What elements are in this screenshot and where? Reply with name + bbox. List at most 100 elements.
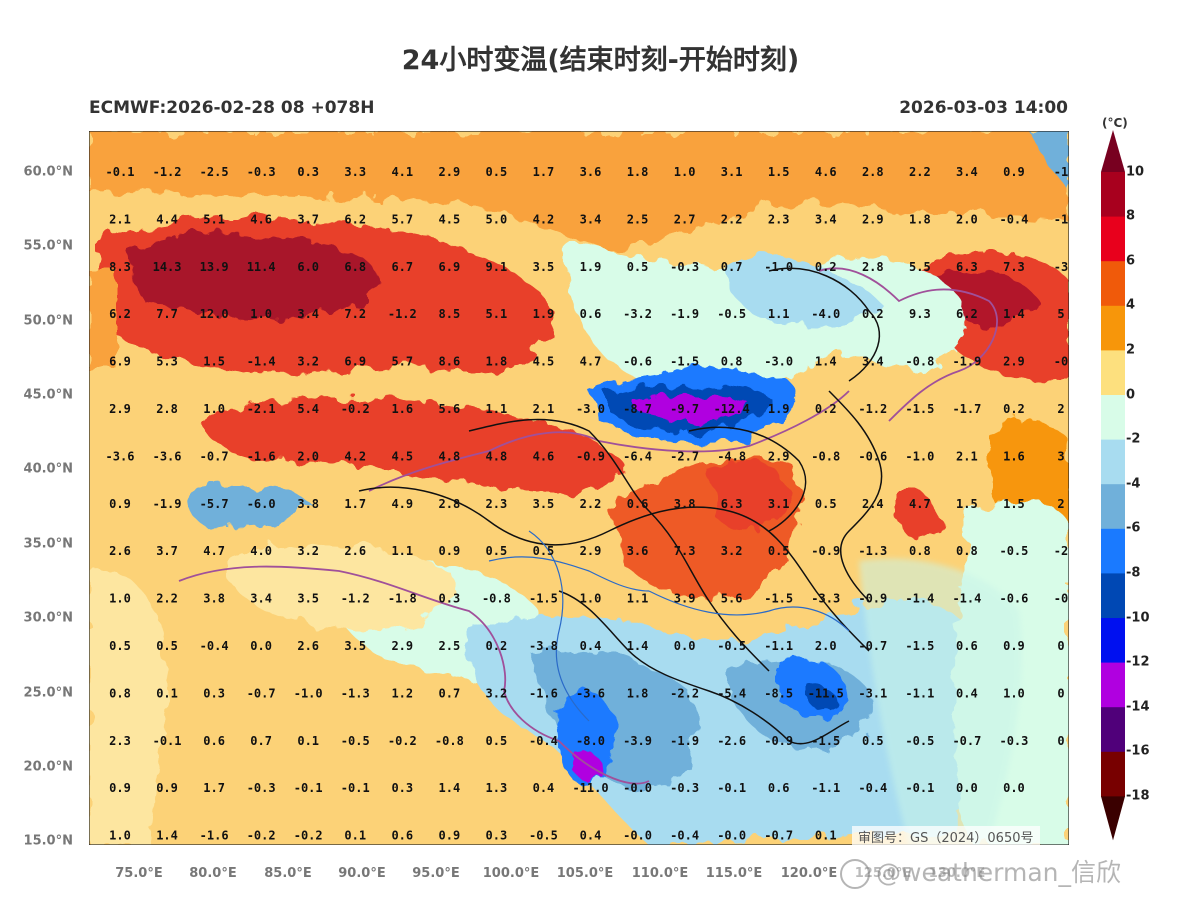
colorbar-swatch	[1101, 662, 1125, 708]
colorbar-unit: (°C)	[1102, 116, 1128, 130]
grid-value: 4.2	[533, 212, 555, 226]
grid-value: 4.1	[391, 165, 413, 179]
grid-value: 0.3	[439, 592, 461, 606]
grid-value: 1.4	[1003, 307, 1025, 321]
grid-value: 0.0	[956, 781, 978, 795]
grid-value: -0.4	[529, 734, 558, 748]
grid-value: 3.8	[674, 497, 696, 511]
colorbar-label: 8	[1126, 208, 1136, 224]
grid-value: -1.9	[670, 734, 699, 748]
grid-value: 6.2	[109, 307, 131, 321]
grid-value: -3.8	[529, 639, 558, 653]
grid-value: 0	[1057, 686, 1064, 700]
grid-value: 2.1	[109, 212, 131, 226]
fill-layer	[89, 131, 1069, 845]
grid-value: 9.3	[909, 307, 931, 321]
grid-value: 5.4	[297, 402, 319, 416]
grid-value: 5.1	[486, 307, 508, 321]
grid-value: 1.0	[203, 402, 225, 416]
grid-value: -4.8	[717, 449, 746, 463]
lat-label: 15.0°N	[23, 833, 73, 849]
grid-value: 1.8	[627, 165, 649, 179]
lat-label: 25.0°N	[23, 685, 73, 701]
grid-value: -2.7	[670, 449, 699, 463]
grid-value: 2.6	[344, 544, 366, 558]
grid-value: 14.3	[153, 260, 182, 274]
grid-value: 1.0	[674, 165, 696, 179]
grid-value: 3.3	[344, 165, 366, 179]
grid-value: 2.3	[109, 734, 131, 748]
grid-value: -0.9	[576, 449, 605, 463]
grid-value: 3.4	[250, 592, 272, 606]
grid-value: -1	[1054, 212, 1068, 226]
grid-value: 3.4	[580, 212, 602, 226]
grid-value: -6.4	[623, 449, 652, 463]
grid-value: -1.1	[764, 639, 793, 653]
grid-value: -1	[1054, 165, 1068, 179]
lat-label: 35.0°N	[23, 536, 73, 552]
grid-value: 0.9	[1003, 165, 1025, 179]
grid-value: 1.7	[203, 781, 225, 795]
grid-value: 0.9	[109, 497, 131, 511]
grid-value: -0.5	[529, 829, 558, 843]
grid-value: 4.5	[533, 355, 555, 369]
grid-value: 2.0	[956, 212, 978, 226]
grid-value: 1.5	[956, 497, 978, 511]
map-approval-number: 审图号：GS（2024）0650号	[852, 826, 1040, 847]
grid-value: -0.3	[247, 781, 276, 795]
grid-value: 4.8	[486, 449, 508, 463]
grid-value: -1.1	[905, 686, 934, 700]
grid-value: 12.0	[200, 307, 229, 321]
grid-value: 1.0	[109, 592, 131, 606]
lon-label: 105.0°E	[556, 866, 614, 881]
grid-value: 1.5	[1003, 497, 1025, 511]
map-title: 24小时变温(结束时刻-开始时刻)	[401, 45, 800, 76]
grid-value: -0.3	[670, 781, 699, 795]
grid-value: -0.1	[717, 781, 746, 795]
colorbar-label: 4	[1126, 297, 1136, 313]
grid-value: 0.2	[486, 639, 508, 653]
grid-value: -8.5	[764, 686, 793, 700]
grid-value: 5.7	[391, 212, 413, 226]
grid-value: 2.1	[956, 449, 978, 463]
grid-value: 0.6	[627, 497, 649, 511]
grid-value: -3.1	[858, 686, 887, 700]
grid-value: -1.2	[153, 165, 182, 179]
grid-value: -3.6	[576, 686, 605, 700]
grid-value: 0.2	[815, 260, 837, 274]
grid-value: -0.8	[482, 592, 511, 606]
grid-value: -0.7	[858, 639, 887, 653]
grid-value: 0.2	[1003, 402, 1025, 416]
grid-value: 0.3	[203, 686, 225, 700]
grid-value-labels: -0.1 -1.2 -2.5 -0.3 0.3 3.3 4.1 2.9 0.5 1.7 3.6 1.8…	[106, 165, 1069, 843]
colorbar-label: -4	[1126, 476, 1141, 492]
lat-label: 45.0°N	[23, 387, 73, 403]
grid-value: 0.1	[297, 734, 319, 748]
grid-value: 2.8	[862, 165, 884, 179]
grid-value: 2.9	[862, 212, 884, 226]
colorbar-label: 6	[1126, 253, 1136, 269]
grid-value: 0	[1057, 639, 1064, 653]
grid-value: -0.0	[623, 781, 652, 795]
grid-value: 2.1	[533, 402, 555, 416]
grid-value: 1.5	[203, 355, 225, 369]
grid-value: -0.0	[717, 829, 746, 843]
grid-value: -2.1	[247, 402, 276, 416]
grid-value: 7.3	[1003, 260, 1025, 274]
grid-value: 0.9	[439, 829, 461, 843]
grid-value: 0.8	[956, 544, 978, 558]
grid-value: 2	[1057, 402, 1064, 416]
grid-value: 3.5	[297, 592, 319, 606]
grid-value: -0.7	[247, 686, 276, 700]
grid-value: -1.4	[905, 592, 934, 606]
grid-value: -1.6	[247, 449, 276, 463]
grid-value: 2	[1057, 497, 1064, 511]
colorbar-label: -12	[1126, 654, 1150, 670]
grid-value: -0.5	[717, 639, 746, 653]
grid-value: 4.6	[815, 165, 837, 179]
grid-value: -1.5	[811, 734, 840, 748]
grid-value: 0.9	[109, 781, 131, 795]
grid-value: 6.0	[297, 260, 319, 274]
grid-value: 3.8	[203, 592, 225, 606]
grid-value: -0.3	[999, 734, 1028, 748]
